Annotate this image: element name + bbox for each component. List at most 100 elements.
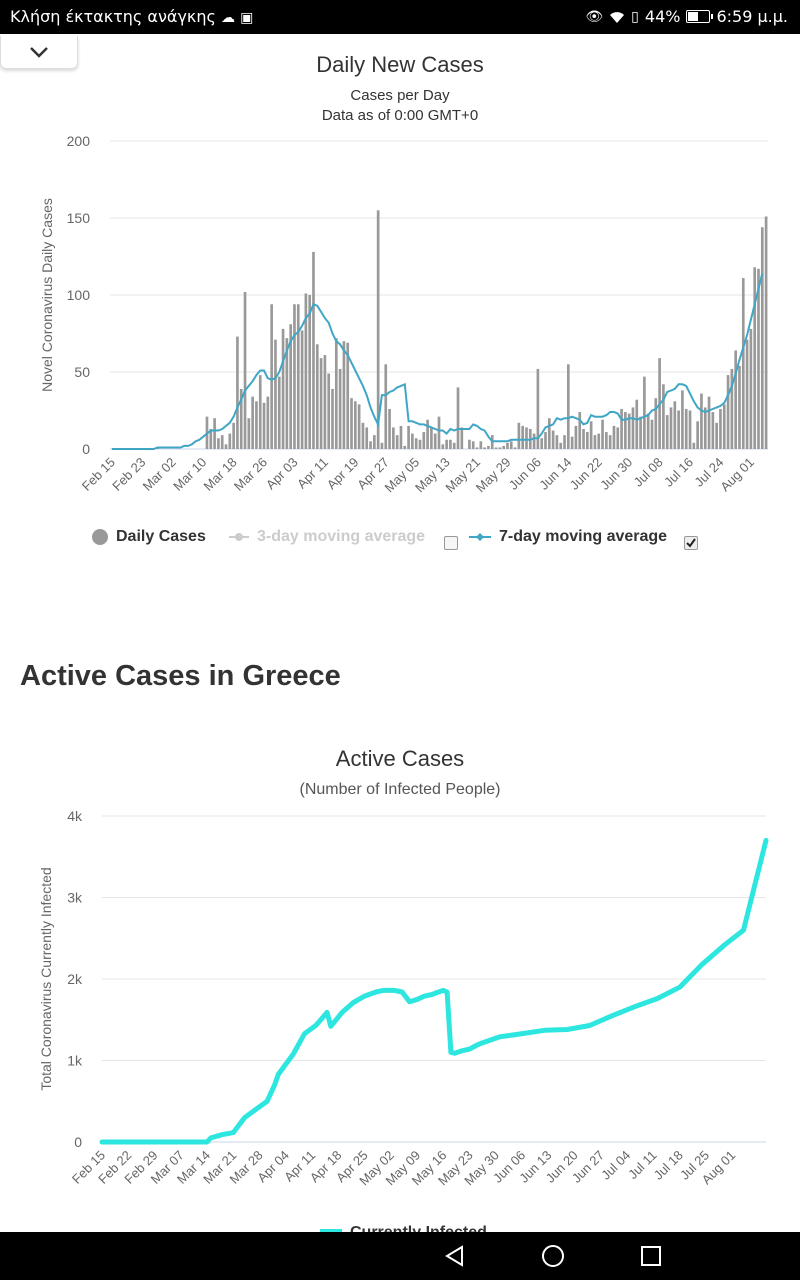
x-tick-label: Jun 06 <box>506 455 544 493</box>
daily-chart-title: Daily New Cases <box>316 52 484 77</box>
bar <box>445 439 448 449</box>
bar <box>532 433 536 449</box>
bar <box>605 432 608 449</box>
bar <box>703 407 707 449</box>
x-tick-label: Jul 18 <box>651 1148 686 1183</box>
bar <box>258 375 262 449</box>
y-axis-title: Total Coronavirus Currently Infected <box>38 867 54 1090</box>
x-tick-label: Jul 04 <box>598 1148 633 1183</box>
bar <box>753 267 757 449</box>
battery-saver-icon: ▯ <box>631 8 639 25</box>
bar <box>764 216 768 449</box>
recents-button[interactable] <box>631 1240 671 1272</box>
bar <box>684 408 688 449</box>
bar <box>281 328 285 449</box>
home-button[interactable] <box>533 1240 573 1272</box>
bar <box>407 425 410 449</box>
y-tick-label: 0 <box>82 441 90 457</box>
checkbox-7day[interactable] <box>684 536 698 550</box>
chevron-down-icon <box>30 47 48 58</box>
x-tick-label: Jul 08 <box>631 455 666 490</box>
bar <box>403 445 407 449</box>
bar <box>551 430 555 449</box>
bar <box>494 447 498 449</box>
bar <box>456 387 460 449</box>
bar <box>471 441 475 449</box>
y-tick-label: 2k <box>67 971 83 987</box>
bar <box>266 396 270 449</box>
bar <box>319 358 323 449</box>
y-tick-label: 150 <box>67 210 91 226</box>
bar <box>243 291 247 449</box>
bar <box>411 433 414 449</box>
bar <box>677 410 680 449</box>
bar <box>441 444 445 449</box>
bar <box>293 304 296 449</box>
battery-percent: 44% <box>644 7 681 26</box>
bar <box>342 341 346 449</box>
bar <box>300 330 304 449</box>
bar <box>357 404 361 449</box>
home-circle-icon <box>542 1245 564 1267</box>
bar <box>612 425 616 449</box>
daily-cases-chart: 0 50 100 150 200 Novel Coronavirus Daily Case… <box>39 133 768 496</box>
bar <box>631 407 635 449</box>
bar <box>650 419 654 449</box>
legend-3day-ma[interactable]: 3-day moving average <box>229 528 425 546</box>
status-right: 👁 ▯ 44% 6:59 μ.μ. <box>585 7 788 26</box>
x-tick-label: Mar 02 <box>140 455 179 494</box>
x-tick-label: Apr 03 <box>263 455 301 493</box>
bar <box>719 408 722 449</box>
bar <box>353 401 357 449</box>
bar <box>361 422 365 449</box>
bar <box>380 442 384 449</box>
bar <box>726 375 730 449</box>
bar <box>715 422 718 449</box>
bar <box>673 401 677 449</box>
bar <box>749 328 753 449</box>
bar <box>217 438 220 449</box>
bar <box>247 418 251 449</box>
bar <box>331 388 334 449</box>
bar <box>384 364 388 449</box>
bar <box>639 416 642 449</box>
bar <box>570 436 574 449</box>
bar <box>392 427 395 449</box>
clock: 6:59 μ.μ. <box>716 7 788 26</box>
bar <box>734 350 738 449</box>
active-legend[interactable]: Currently Infected <box>320 1222 487 1232</box>
bar <box>315 344 319 449</box>
back-button[interactable] <box>435 1240 475 1272</box>
bar <box>502 445 505 449</box>
bar <box>418 439 422 449</box>
y-tick-label: 4k <box>67 808 83 824</box>
bar <box>346 342 350 449</box>
legend-daily-cases[interactable]: Daily Cases <box>92 528 206 546</box>
bar <box>627 413 631 449</box>
y-tick-label: 0 <box>74 1134 82 1150</box>
bar <box>654 398 658 449</box>
legend-7day-ma[interactable]: 7-day moving average <box>469 528 667 546</box>
active-legend-label: Currently Infected <box>350 1223 487 1232</box>
x-tick-label: Feb 15 <box>79 455 118 494</box>
bar <box>563 435 566 449</box>
x-tick-label: Mar 18 <box>201 455 240 494</box>
bar <box>574 425 578 449</box>
x-tick-label: May 29 <box>473 455 514 496</box>
collapse-button[interactable] <box>0 36 78 69</box>
legend-line-icon <box>229 533 249 541</box>
checkbox-3day[interactable] <box>444 536 458 550</box>
bar <box>582 428 585 449</box>
bar <box>213 418 216 449</box>
bar <box>479 441 483 449</box>
bar <box>255 401 258 449</box>
cloud-icon: ☁ <box>220 10 235 26</box>
bar <box>224 444 228 449</box>
section-heading: Active Cases in Greece <box>20 660 341 692</box>
x-tick-label: Mar 10 <box>170 455 209 494</box>
y-tick-label: 100 <box>67 287 91 303</box>
battery-icon <box>686 10 714 23</box>
bar <box>517 422 521 449</box>
bar <box>696 421 699 449</box>
daily-chart-data-date: Data as of 0:00 GMT+0 <box>321 107 479 124</box>
